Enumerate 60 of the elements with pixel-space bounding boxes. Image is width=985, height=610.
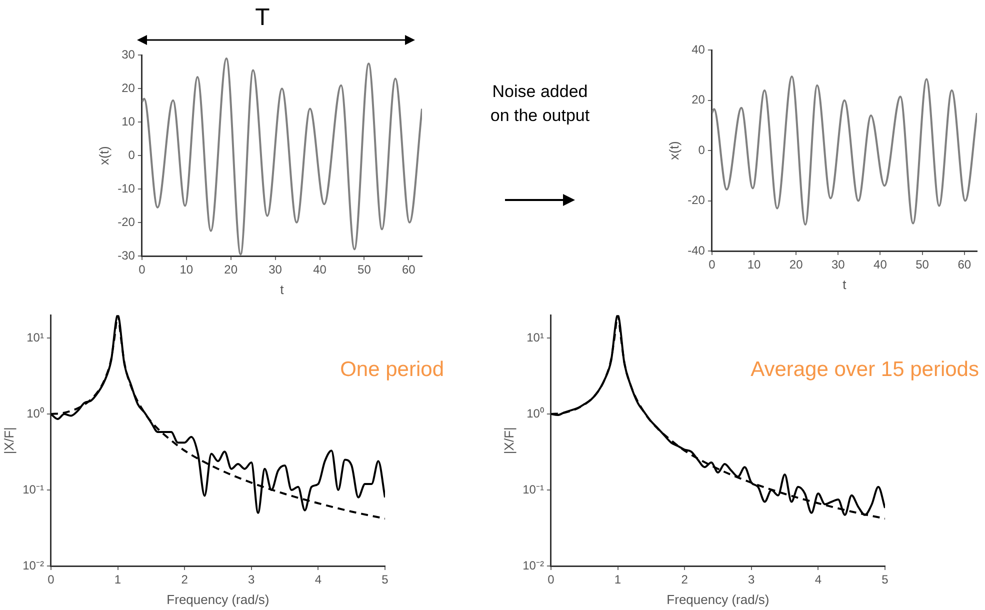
x-tick-label: 30: [831, 258, 846, 272]
x-tick-label: 0: [548, 572, 555, 587]
y-axis-title: x(t): [666, 141, 682, 160]
y-tick-label: 10: [122, 114, 136, 128]
x-tick-label: 40: [874, 258, 888, 272]
x-tick-label: 5: [382, 572, 389, 587]
y-tick-label: 10⁻²: [22, 558, 44, 572]
y-tick-label: 10⁻¹: [522, 482, 544, 496]
y-tick-label: 10⁰: [26, 406, 44, 420]
x-tick-label: 10: [747, 258, 762, 272]
x-tick-label: 60: [402, 262, 416, 277]
y-tick-label: -20: [118, 214, 136, 229]
x-axis-title: Frequency (rad/s): [166, 592, 270, 607]
x-axis-title: t: [280, 282, 284, 297]
x-tick-label: 60: [958, 258, 972, 272]
x-tick-label: 4: [814, 572, 822, 587]
annotation: Average over 15 periods: [750, 358, 979, 382]
text: Noise added on the output: [489, 81, 591, 127]
x-tick-label: 50: [916, 258, 930, 272]
x-tick-label: 1: [114, 572, 122, 587]
y-tick-label: 10¹: [526, 330, 544, 344]
y-axis-title: |X/F|: [1, 427, 16, 454]
x-tick-label: 20: [224, 262, 238, 277]
y-tick-label: 10⁰: [526, 406, 544, 420]
y-tick-label: 30: [122, 48, 136, 62]
x-tick-label: 0: [708, 258, 716, 272]
text: T: [254, 4, 271, 31]
x-tick-label: 20: [789, 258, 804, 272]
x-tick-label: 3: [248, 572, 256, 587]
y-tick-label: -30: [118, 248, 136, 262]
y-tick-label: -20: [688, 193, 706, 208]
y-tick-label: 20: [122, 80, 136, 95]
x-tick-label: 40: [313, 262, 327, 277]
y-tick-label: -10: [118, 181, 136, 196]
y-tick-label: 40: [692, 42, 706, 57]
x-tick-label: 2: [681, 572, 688, 587]
y-tick-label: 10⁻¹: [22, 482, 44, 496]
x-axis-title: t: [842, 276, 847, 292]
y-tick-label: 10⁻²: [522, 558, 544, 572]
y-axis-title: |X/F|: [501, 427, 516, 454]
x-tick-label: 4: [314, 572, 322, 587]
x-tick-label: 2: [181, 572, 188, 587]
annotation: One period: [340, 358, 444, 382]
x-tick-label: 30: [268, 262, 282, 277]
y-tick-label: 0: [128, 148, 136, 162]
y-tick-label: 0: [698, 142, 706, 157]
x-tick-label: 0: [138, 262, 146, 277]
y-tick-label: 20: [692, 92, 706, 107]
x-tick-label: 3: [748, 572, 756, 587]
y-axis-title: x(t): [96, 146, 112, 165]
line-series: [712, 76, 977, 226]
y-tick-label: 10¹: [26, 330, 44, 344]
x-tick-label: 50: [358, 262, 372, 277]
y-tick-label: -40: [688, 243, 706, 258]
x-tick-label: 10: [180, 262, 194, 277]
x-tick-label: 0: [48, 572, 55, 587]
x-tick-label: 5: [882, 572, 889, 587]
x-tick-label: 1: [614, 572, 622, 587]
line-series: [142, 58, 422, 256]
x-axis-title: Frequency (rad/s): [666, 592, 770, 607]
